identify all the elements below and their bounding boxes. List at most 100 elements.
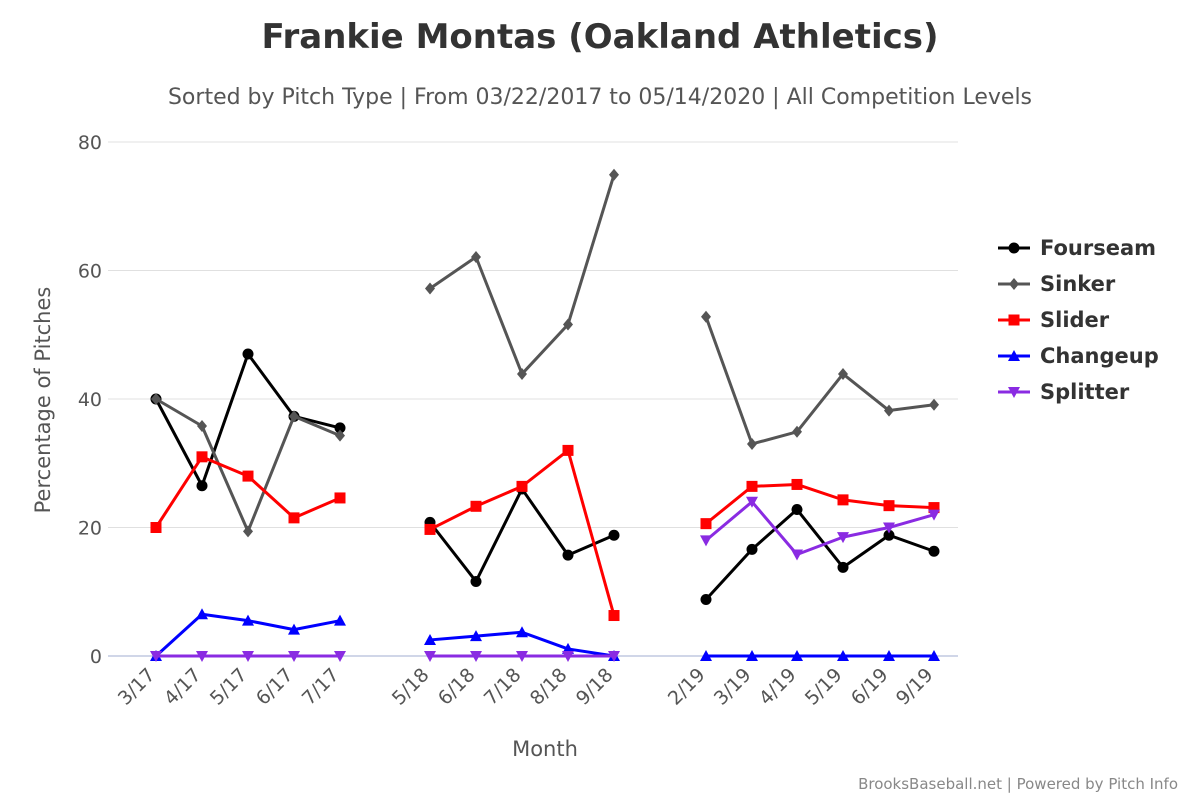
sinker-line [429, 174, 616, 376]
splitter-point [424, 651, 436, 662]
x-tick-label: 4/17 [160, 664, 206, 710]
splitter-point [470, 651, 482, 662]
fourseam-point [746, 543, 758, 555]
legend-item-sinker[interactable]: Sinker [998, 272, 1116, 296]
fourseam-point [928, 545, 940, 557]
legend-label: Sinker [1040, 272, 1116, 296]
sinker-point [929, 398, 939, 411]
slider-line [705, 482, 935, 525]
series-fourseam [150, 348, 940, 605]
legend-item-splitter[interactable]: Splitter [998, 380, 1130, 404]
x-tick-label: 9/18 [572, 664, 618, 710]
splitter-point [150, 651, 162, 662]
credits[interactable]: BrooksBaseball.net | Powered by Pitch In… [858, 775, 1178, 793]
fourseam-point [608, 529, 620, 541]
changeup-point [700, 650, 712, 661]
sinker-point [151, 393, 161, 405]
slider-point [334, 492, 346, 504]
splitter-point [334, 651, 346, 662]
chart-title: Frankie Montas (Oakland Athletics) [261, 17, 938, 57]
changeup-point [470, 630, 482, 642]
legend-label: Changeup [1040, 344, 1159, 368]
slider-point [196, 451, 208, 463]
sinker-point [289, 410, 299, 423]
sinker-point [243, 525, 253, 538]
sinker-point [517, 367, 527, 380]
series-slider [150, 444, 940, 622]
legend-marker [1008, 387, 1020, 398]
legend-item-fourseam[interactable]: Fourseam [998, 236, 1156, 260]
series-splitter [150, 496, 940, 662]
slider-line [154, 455, 341, 529]
x-tick-label: 2/19 [664, 664, 710, 710]
y-tick-label: 20 [78, 518, 102, 540]
sinker-point [701, 310, 711, 323]
y-tick-label: 0 [90, 646, 102, 668]
legend: Fourseam Sinker Slider Changeup Splitter [998, 236, 1159, 404]
slider-point [837, 494, 849, 506]
slider-point [150, 522, 162, 533]
sinker-point [792, 425, 802, 438]
slider-point [700, 518, 712, 530]
legend-item-slider[interactable]: Slider [998, 308, 1110, 332]
slider-point [242, 470, 254, 482]
fourseam-point [470, 575, 482, 587]
changeup-point [928, 650, 940, 661]
splitter-point [562, 651, 574, 662]
sinker-point [425, 282, 435, 295]
chart-subtitle: Sorted by Pitch Type | From 03/22/2017 t… [168, 85, 1032, 110]
x-tick-label: 7/17 [298, 664, 344, 710]
fourseam-point [700, 593, 712, 605]
x-tick-label: 6/17 [252, 664, 298, 710]
x-tick-label: 5/18 [388, 664, 434, 710]
changeup-point [516, 626, 528, 638]
slider-point [562, 444, 574, 456]
y-tick-label: 40 [78, 389, 102, 411]
legend-item-changeup[interactable]: Changeup [998, 344, 1159, 368]
sinker-point [335, 429, 345, 442]
splitter-point [196, 651, 208, 662]
x-tick-label: 4/19 [755, 664, 801, 710]
splitter-line [705, 500, 935, 556]
slider-point [791, 478, 803, 490]
slider-line [429, 448, 616, 616]
fourseam-point [883, 529, 895, 541]
y-tick-label: 80 [78, 132, 102, 154]
slider-point [883, 500, 895, 512]
legend-label: Slider [1040, 308, 1110, 332]
slider-point [424, 523, 436, 535]
x-axis-title: Month [512, 737, 578, 761]
gridlines [108, 141, 958, 657]
x-tick-label: 6/18 [434, 664, 480, 710]
legend-marker [1008, 350, 1020, 361]
splitter-point [288, 651, 300, 662]
changeup-point [883, 650, 895, 661]
x-tick-label: 9/19 [892, 664, 938, 710]
splitter-point [837, 532, 849, 544]
splitter-point [883, 522, 895, 534]
y-axis-ticks: 0 20 40 60 80 [78, 132, 102, 668]
legend-marker [1009, 278, 1019, 290]
changeup-point [746, 650, 758, 661]
fourseam-line [428, 487, 615, 583]
y-axis-title: Percentage of Pitches [31, 287, 55, 514]
sinker-point [838, 367, 848, 380]
x-tick-label: 5/19 [801, 664, 847, 710]
sinker-line [704, 316, 935, 446]
slider-point [746, 480, 758, 492]
splitter-point [791, 549, 803, 561]
splitter-point [242, 651, 254, 662]
fourseam-line [704, 508, 935, 601]
changeup-point [837, 650, 849, 661]
splitter-point [516, 651, 528, 662]
slider-point [470, 500, 482, 512]
fourseam-point [196, 480, 208, 492]
fourseam-point [837, 561, 849, 573]
fourseam-point [242, 348, 254, 360]
changeup-point [196, 608, 208, 620]
slider-point [608, 610, 620, 622]
x-tick-label: 3/17 [114, 664, 160, 710]
legend-marker [1008, 242, 1020, 254]
y-tick-label: 60 [78, 261, 102, 283]
series-sinker [151, 168, 939, 538]
